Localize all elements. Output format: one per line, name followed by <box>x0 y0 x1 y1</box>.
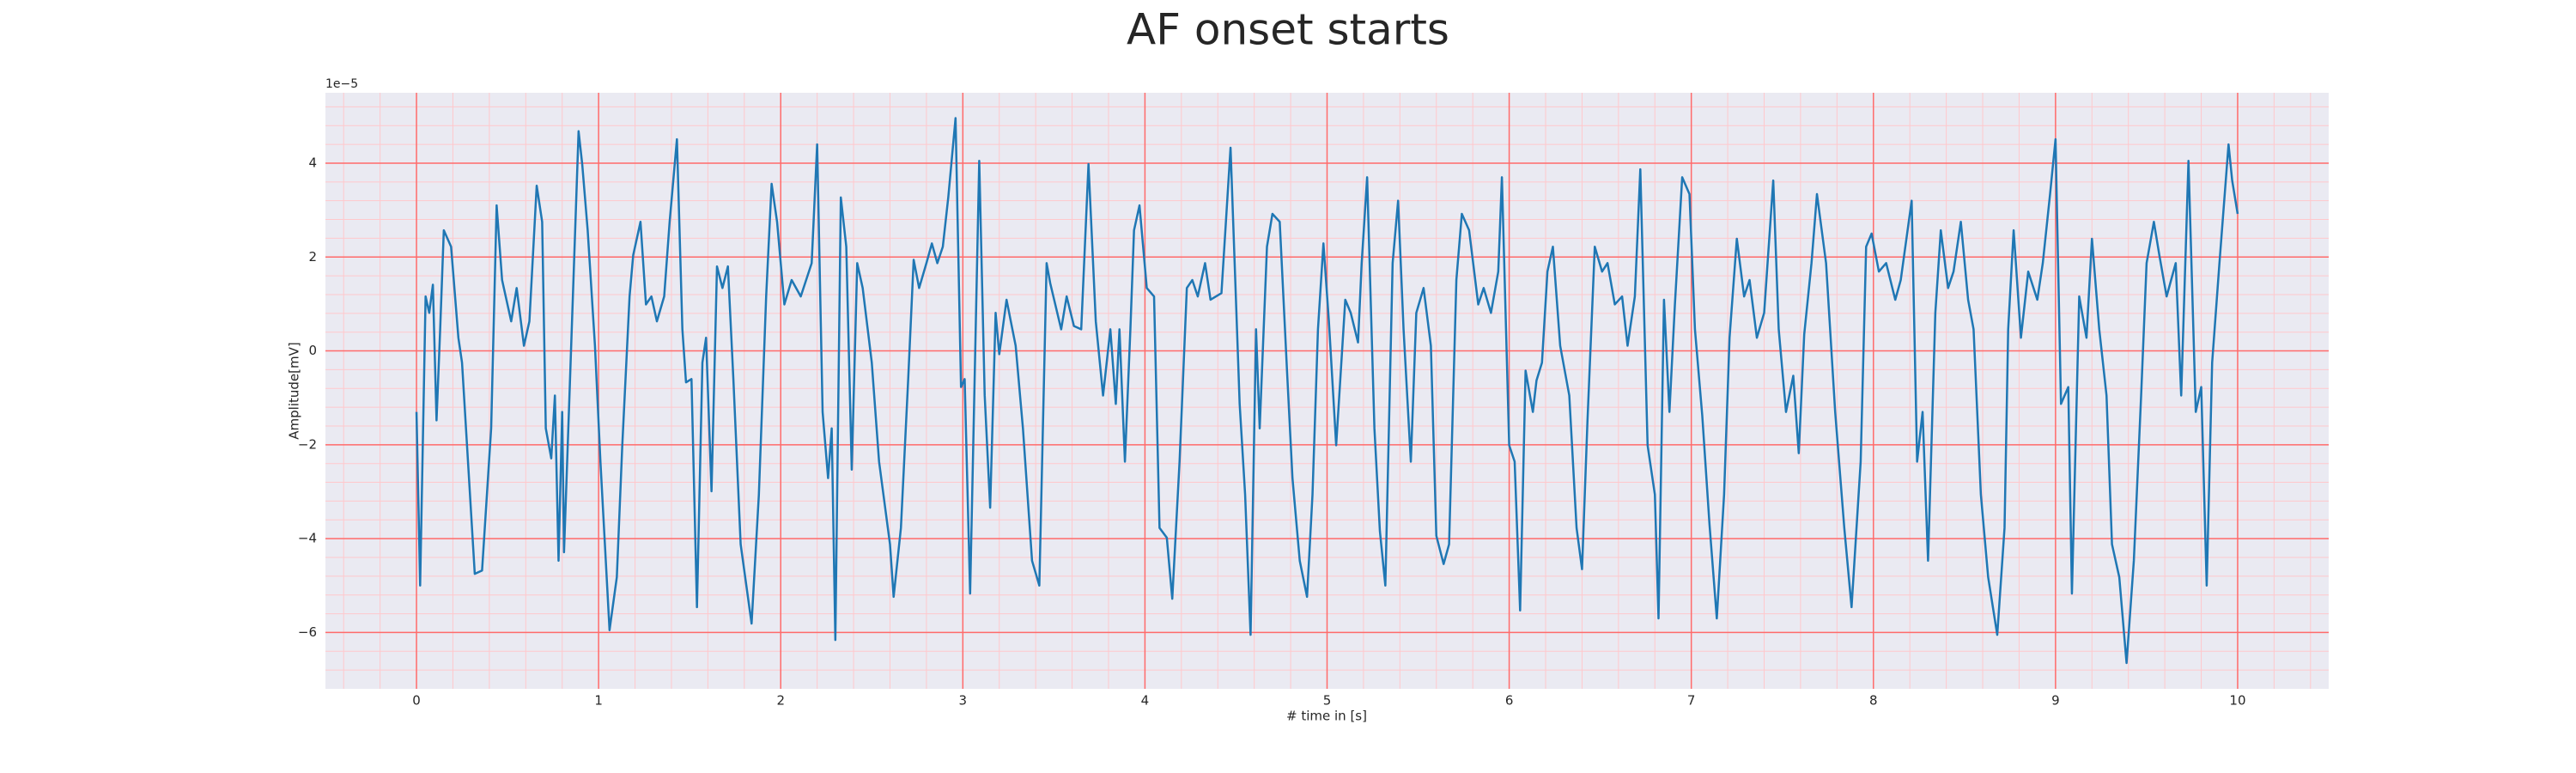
signal-line <box>415 117 2239 665</box>
x-tick-label: 9 <box>2051 693 2060 709</box>
x-tick-label: 2 <box>776 693 785 709</box>
x-tick-label: 7 <box>1687 693 1696 709</box>
x-tick-label: 0 <box>412 693 421 709</box>
x-axis-label: # time in [s] <box>1286 709 1367 724</box>
y-offset-text: 1e−5 <box>325 77 358 91</box>
chart-title: AF onset starts <box>1127 5 1449 55</box>
x-tick-label: 10 <box>2229 693 2245 709</box>
y-tick-label: 2 <box>308 249 317 265</box>
y-tick-label: −6 <box>298 624 317 640</box>
x-tick-label: 4 <box>1141 693 1150 709</box>
y-tick-label: 0 <box>308 343 317 358</box>
x-tick-label: 1 <box>594 693 603 709</box>
y-tick-label: −4 <box>298 531 317 546</box>
y-tick-label: 4 <box>308 155 317 170</box>
y-tick-label: −2 <box>298 436 317 452</box>
y-axis-label: Amplitude[mV] <box>287 342 302 439</box>
x-tick-label: 3 <box>959 693 968 709</box>
x-tick-label: 6 <box>1505 693 1514 709</box>
x-tick-label: 5 <box>1323 693 1332 709</box>
x-tick-label: 8 <box>1869 693 1878 709</box>
